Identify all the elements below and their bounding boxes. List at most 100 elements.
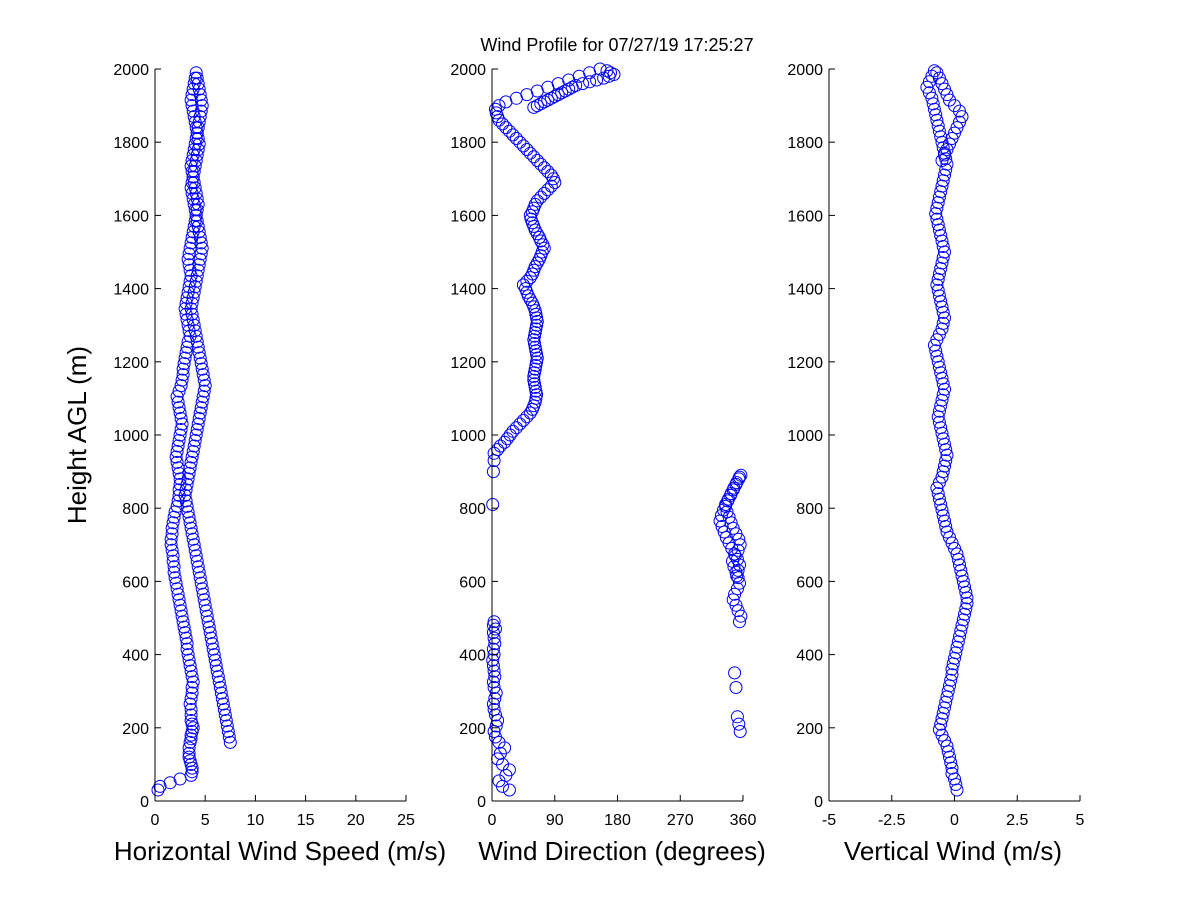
data-point (188, 434, 202, 447)
x-tick-label: -2.5 (878, 812, 906, 829)
data-point (184, 664, 198, 678)
data-point (486, 498, 500, 511)
data-point (956, 613, 970, 627)
data-point (185, 681, 199, 694)
data-point (179, 483, 193, 497)
data-point (730, 582, 744, 596)
data-point (523, 146, 537, 160)
data-point (496, 117, 509, 131)
y-tick-label: 1000 (450, 428, 486, 445)
data-point (506, 424, 520, 438)
data-point (209, 659, 223, 673)
data-point (170, 445, 184, 458)
data-point (173, 598, 187, 612)
data-point (201, 615, 215, 629)
data-point (536, 238, 550, 252)
data-point (185, 670, 199, 684)
data-point (492, 99, 506, 113)
y-tick-label: 1400 (787, 282, 823, 299)
data-point (934, 717, 948, 731)
data-point (188, 203, 202, 217)
data-point (509, 132, 523, 145)
y-tick-label: 1200 (113, 355, 149, 372)
x-tick-label: 360 (730, 812, 757, 829)
data-point (929, 344, 943, 358)
data-point (190, 214, 204, 228)
data-point (602, 69, 616, 83)
data-point (186, 291, 200, 305)
data-point (939, 443, 953, 457)
data-point (930, 278, 944, 292)
wind-speed-points (151, 66, 237, 797)
wind-direction-xlabel: Wind Direction (degrees) (478, 836, 766, 866)
data-point (182, 653, 196, 667)
data-point (527, 150, 541, 164)
data-point (187, 110, 201, 124)
y-tick-label: 1000 (113, 428, 149, 445)
data-point (532, 230, 546, 244)
data-point (936, 251, 950, 264)
data-point (939, 454, 953, 468)
data-point (730, 552, 744, 566)
data-point (191, 219, 205, 233)
data-point (945, 767, 959, 780)
data-point (945, 668, 959, 682)
y-tick-label: 600 (122, 574, 149, 591)
data-point (188, 280, 202, 294)
data-point (186, 675, 200, 689)
data-point (192, 565, 206, 579)
data-point (583, 75, 597, 89)
data-point (489, 730, 502, 744)
data-point (525, 296, 539, 310)
data-point (223, 735, 237, 749)
data-point (207, 648, 221, 662)
data-point (163, 776, 177, 790)
data-point (544, 179, 558, 193)
data-point (213, 681, 227, 694)
data-point (193, 351, 207, 365)
data-point (491, 443, 505, 457)
data-point (169, 450, 183, 464)
data-point (940, 448, 954, 462)
data-point (590, 73, 604, 87)
data-point (189, 329, 203, 343)
data-point (938, 148, 951, 162)
data-point (165, 527, 179, 541)
data-point (189, 121, 203, 135)
data-point (938, 734, 951, 748)
data-point (486, 626, 500, 640)
data-point (948, 542, 961, 555)
data-point (558, 84, 572, 98)
x-tick-label: 180 (604, 812, 631, 829)
data-point (189, 208, 203, 222)
data-point (488, 637, 502, 651)
data-point (489, 708, 502, 722)
data-point (177, 357, 191, 371)
data-point (513, 417, 527, 431)
data-point (530, 194, 544, 208)
data-point (174, 412, 188, 425)
y-tick-label: 1800 (787, 135, 823, 152)
data-point (935, 77, 949, 91)
data-point (509, 421, 523, 435)
vertical-wind-xlabel: Vertical Wind (m/s) (844, 836, 1062, 866)
data-point (523, 208, 537, 222)
data-point (541, 93, 555, 107)
y-tick-label: 800 (796, 501, 823, 518)
panel-wind-direction: 0 200 400 600 800 1000 1200 1400 1600 1800 2000 0 90… (450, 62, 765, 866)
data-point (487, 703, 501, 716)
data-point (183, 516, 197, 530)
data-point (193, 571, 207, 585)
data-point (940, 143, 954, 156)
x-tick-label: 2.5 (1006, 812, 1028, 829)
data-point (493, 439, 507, 453)
x-tick-label: 0 (151, 812, 160, 829)
wind-direction-axes: 0 200 400 600 800 1000 1200 1400 1600 1800 2000 0 90… (450, 62, 756, 829)
data-point (727, 560, 741, 574)
data-point (728, 666, 742, 680)
data-point (936, 316, 950, 330)
data-point (191, 263, 205, 277)
data-point (731, 543, 745, 557)
data-point (220, 719, 234, 733)
data-point (487, 615, 501, 629)
